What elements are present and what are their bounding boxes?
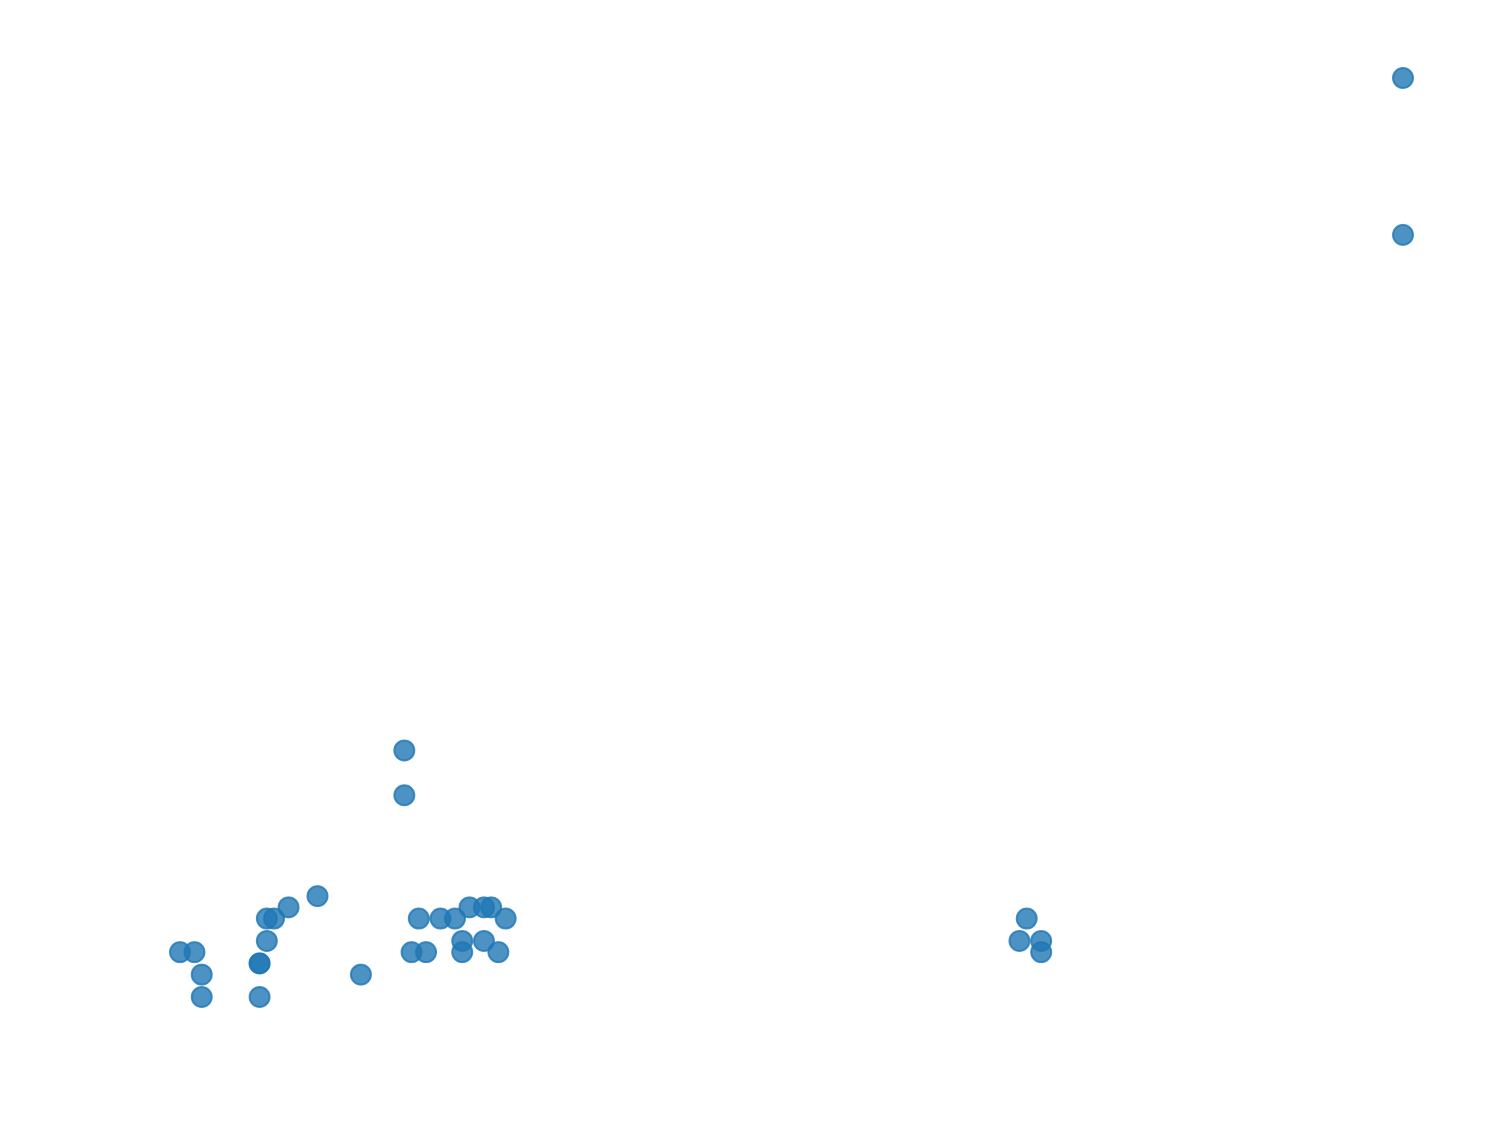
data-point xyxy=(277,896,300,919)
data-point xyxy=(1015,907,1038,930)
data-point xyxy=(248,986,271,1008)
data-point xyxy=(443,907,466,930)
data-point xyxy=(407,907,430,930)
data-point xyxy=(248,952,271,975)
data-point xyxy=(349,963,372,986)
data-point xyxy=(487,941,510,964)
data-point xyxy=(472,929,495,952)
data-point xyxy=(494,907,517,930)
data-point xyxy=(1392,67,1414,89)
data-point xyxy=(190,986,213,1008)
data-point xyxy=(393,784,416,807)
scatter-points xyxy=(169,67,1414,1008)
data-point xyxy=(393,739,416,762)
data-point xyxy=(306,885,329,908)
data-point xyxy=(263,907,286,930)
data-point xyxy=(1008,929,1031,952)
data-point xyxy=(451,941,474,964)
data-point xyxy=(183,941,206,964)
data-point xyxy=(255,929,278,952)
data-point xyxy=(190,963,213,986)
data-point xyxy=(1392,223,1414,246)
data-point xyxy=(480,896,503,919)
data-point xyxy=(415,941,438,964)
data-point xyxy=(1030,941,1053,964)
